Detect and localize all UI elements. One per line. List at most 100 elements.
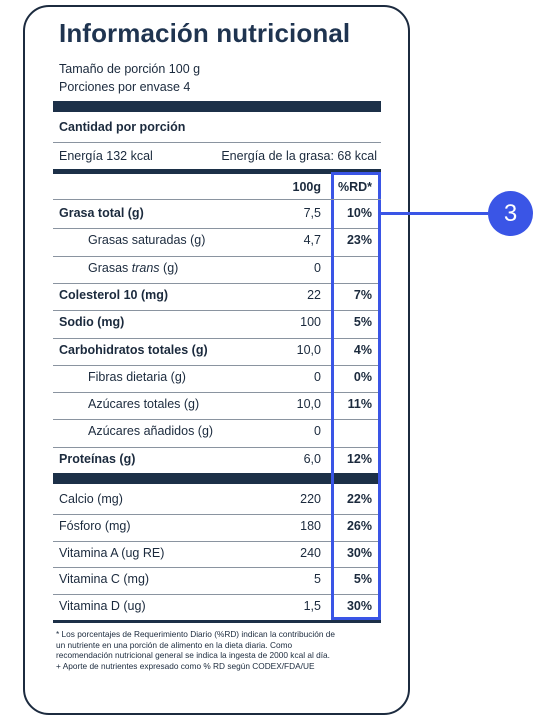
nutrient-amount: 10,0 xyxy=(296,342,321,357)
callout-badge: 3 xyxy=(488,191,533,236)
nutrient-daily-pct: 5% xyxy=(353,315,372,330)
nutrient-amount: 0 xyxy=(314,260,321,275)
nutrient-daily-pct: 0% xyxy=(353,369,372,384)
nutrient-daily-pct: 30% xyxy=(346,545,372,560)
table-row: Grasas saturadas (g) 4,7 23% xyxy=(0,229,541,253)
table-row: Grasa total (g) 7,5 10% xyxy=(0,202,541,226)
nutrient-amount: 6,0 xyxy=(303,451,321,466)
nutrient-daily-pct: 7% xyxy=(353,287,372,302)
table-row: Fibras dietaria (g) 0 0% xyxy=(0,366,541,390)
nutrient-name: Carbohidratos totales (g) xyxy=(59,343,208,357)
row-divider xyxy=(53,567,381,569)
row-divider xyxy=(53,337,381,339)
nutrient-name-text: Proteínas (g) xyxy=(59,451,136,466)
energy-value: Energía 132 kcal xyxy=(59,149,153,163)
table-row: Grasas trans (g) 0 xyxy=(0,257,541,281)
footnote-line: recomendación nutricional general se ind… xyxy=(56,650,330,661)
nutrient-name-text: Vitamina A (ug RE) xyxy=(59,545,165,560)
nutrient-name: Vitamina C (mg) xyxy=(59,572,149,586)
footnote: * Los porcentajes de Requerimiento Diari… xyxy=(56,629,386,671)
row-divider xyxy=(53,364,381,366)
footnote-line: un nutriente en una porción de alimento … xyxy=(56,639,293,650)
nutrient-name-text: Vitamina D (ug) xyxy=(59,599,146,614)
divider-line xyxy=(53,142,381,143)
nutrient-daily-pct: 10% xyxy=(346,206,372,220)
nutrient-daily-pct: 5% xyxy=(353,572,372,587)
nutrient-name-text: Sodio (mg) xyxy=(59,315,125,330)
amount-per-serving-heading: Cantidad por porción xyxy=(59,120,186,134)
nutrient-name-text: Grasa total (g) xyxy=(59,206,144,220)
table-row: Colesterol 10 (mg) 22 7% xyxy=(0,284,541,308)
energy-from-fat: Energía de la grasa: 68 kcal xyxy=(221,149,377,163)
nutrient-amount: 0 xyxy=(314,369,321,384)
nutrient-name-text: Colesterol 10 (mg) xyxy=(59,287,169,302)
nutrient-name-text: Azúcares añadidos (g) xyxy=(88,424,214,439)
nutrient-amount: 1,5 xyxy=(303,599,321,614)
nutrient-name: Vitamina A (ug RE) xyxy=(59,546,164,560)
nutrition-label-card xyxy=(23,5,410,715)
nutrient-amount: 220 xyxy=(300,492,321,506)
callout-connector-line xyxy=(381,212,488,215)
nutrient-daily-pct: 4% xyxy=(353,342,372,357)
nutrient-name-text: Grasas saturadas (g) xyxy=(88,233,206,248)
table-row: Proteínas (g) 6,0 12% xyxy=(0,448,541,472)
nutrient-amount: 22 xyxy=(307,287,321,302)
row-divider xyxy=(53,255,381,257)
footnote-line: * Los porcentajes de Requerimiento Diari… xyxy=(56,629,336,639)
column-header-row: 100g %RD* xyxy=(0,176,541,200)
nutrient-amount: 10,0 xyxy=(296,397,321,412)
table-row: Carbohidratos totales (g) 10,0 4% xyxy=(0,339,541,363)
thick-divider-minerals xyxy=(53,473,381,484)
thick-divider-top xyxy=(53,101,381,112)
pct-column-highlight xyxy=(331,172,381,620)
nutrient-name-text: Calcio (mg) xyxy=(59,492,123,506)
nutrient-name: Grasas saturadas (g) xyxy=(88,233,205,247)
nutrient-name-italic: trans xyxy=(131,260,160,275)
nutrient-amount: 7,5 xyxy=(303,206,321,220)
table-row: Vitamina A (ug RE) 240 30% xyxy=(0,542,541,566)
nutrient-amount: 240 xyxy=(300,545,321,560)
row-divider xyxy=(53,228,381,230)
table-row: Vitamina C (mg) 5 5% xyxy=(0,568,541,592)
nutrient-name-text: Fibras dietaria (g) xyxy=(88,369,186,384)
nutrient-name: Grasas trans (g) xyxy=(88,261,178,275)
nutrient-name: Proteínas (g) xyxy=(59,452,135,466)
nutrient-name-text: Azúcares totales (g) xyxy=(88,397,200,412)
row-divider xyxy=(53,310,381,312)
row-divider xyxy=(53,419,381,421)
nutrient-name: Sodio (mg) xyxy=(59,315,124,329)
label-title: Información nutricional xyxy=(59,18,351,48)
nutrient-name: Fósforo (mg) xyxy=(59,519,131,533)
row-divider xyxy=(53,446,381,448)
row-divider xyxy=(53,594,381,596)
nutrient-amount: 5 xyxy=(314,572,321,587)
nutrient-name: Calcio (mg) xyxy=(59,492,123,506)
nutrient-amount: 0 xyxy=(314,424,321,439)
nutrient-name: Azúcares totales (g) xyxy=(88,397,199,411)
column-header-amount: 100g xyxy=(292,180,322,194)
nutrient-name: Fibras dietaria (g) xyxy=(88,370,186,384)
nutrient-name-text: Carbohidratos totales (g) xyxy=(59,342,208,357)
table-row: Vitamina D (ug) 1,5 30% xyxy=(0,595,541,619)
table-row: Azúcares añadidos (g) 0 xyxy=(0,420,541,444)
nutrient-amount: 4,7 xyxy=(303,233,321,248)
table-row: Fósforo (mg) 180 26% xyxy=(0,515,541,539)
column-header-pct: %RD* xyxy=(337,180,372,194)
nutrient-daily-pct: 11% xyxy=(347,397,372,412)
row-divider xyxy=(53,199,381,200)
nutrient-name: Colesterol 10 (mg) xyxy=(59,288,168,302)
row-divider xyxy=(53,540,381,542)
table-row: Calcio (mg) 220 22% xyxy=(0,488,541,512)
nutrient-name-text: Grasas xyxy=(88,260,132,275)
nutrient-daily-pct: 23% xyxy=(346,233,372,248)
table-row: Azúcares totales (g) 10,0 11% xyxy=(0,393,541,417)
nutrient-amount: 100 xyxy=(300,315,321,330)
thick-divider-mid xyxy=(53,169,381,174)
nutrient-name: Vitamina D (ug) xyxy=(59,599,146,613)
thick-divider-bottom xyxy=(53,620,381,623)
table-row: Sodio (mg) 100 5% xyxy=(0,311,541,335)
nutrient-daily-pct: 26% xyxy=(346,518,372,533)
row-divider xyxy=(53,392,381,394)
nutrient-name-text: Vitamina C (mg) xyxy=(59,572,150,587)
nutrient-name-suffix: (g) xyxy=(159,260,179,275)
